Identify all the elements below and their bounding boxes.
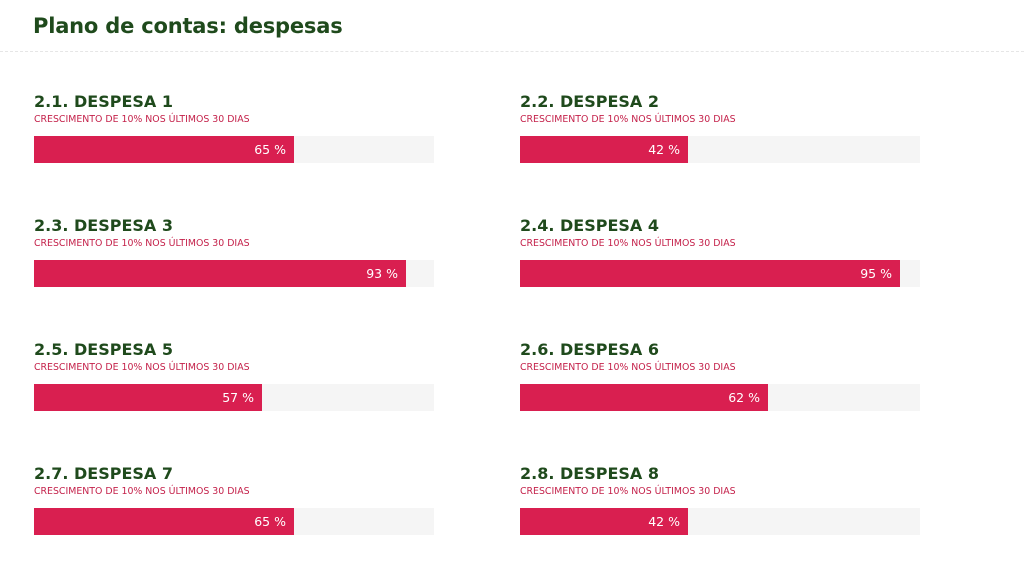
progress-track: 65 % [34, 508, 434, 535]
account-card-6: 2.6. DESPESA 6 CRESCIMENTO DE 10% NOS ÚL… [520, 340, 920, 416]
progress-fill: 57 % [34, 384, 262, 411]
progress-label: 93 % [366, 266, 398, 281]
account-title: 2.6. DESPESA 6 [520, 340, 659, 359]
progress-fill: 93 % [34, 260, 406, 287]
progress-track: 42 % [520, 508, 920, 535]
account-growth-note: CRESCIMENTO DE 10% NOS ÚLTIMOS 30 DIAS [34, 362, 250, 373]
progress-fill: 42 % [520, 508, 688, 535]
account-card-1: 2.1. DESPESA 1 CRESCIMENTO DE 10% NOS ÚL… [34, 92, 434, 168]
progress-fill: 65 % [34, 508, 294, 535]
account-card-3: 2.3. DESPESA 3 CRESCIMENTO DE 10% NOS ÚL… [34, 216, 434, 292]
progress-fill: 95 % [520, 260, 900, 287]
progress-track: 62 % [520, 384, 920, 411]
progress-track: 95 % [520, 260, 920, 287]
progress-track: 42 % [520, 136, 920, 163]
progress-track: 93 % [34, 260, 434, 287]
accounts-grid: 2.1. DESPESA 1 CRESCIMENTO DE 10% NOS ÚL… [34, 92, 920, 540]
progress-label: 95 % [860, 266, 892, 281]
account-growth-note: CRESCIMENTO DE 10% NOS ÚLTIMOS 30 DIAS [520, 486, 736, 497]
progress-label: 65 % [254, 514, 286, 529]
account-growth-note: CRESCIMENTO DE 10% NOS ÚLTIMOS 30 DIAS [520, 114, 736, 125]
progress-fill: 65 % [34, 136, 294, 163]
account-card-4: 2.4. DESPESA 4 CRESCIMENTO DE 10% NOS ÚL… [520, 216, 920, 292]
progress-label: 42 % [648, 514, 680, 529]
progress-label: 62 % [728, 390, 760, 405]
progress-fill: 42 % [520, 136, 688, 163]
progress-track: 57 % [34, 384, 434, 411]
account-title: 2.2. DESPESA 2 [520, 92, 659, 111]
progress-label: 57 % [222, 390, 254, 405]
account-title: 2.1. DESPESA 1 [34, 92, 173, 111]
progress-label: 65 % [254, 142, 286, 157]
account-growth-note: CRESCIMENTO DE 10% NOS ÚLTIMOS 30 DIAS [34, 114, 250, 125]
account-growth-note: CRESCIMENTO DE 10% NOS ÚLTIMOS 30 DIAS [34, 486, 250, 497]
account-card-7: 2.7. DESPESA 7 CRESCIMENTO DE 10% NOS ÚL… [34, 464, 434, 540]
account-title: 2.8. DESPESA 8 [520, 464, 659, 483]
account-growth-note: CRESCIMENTO DE 10% NOS ÚLTIMOS 30 DIAS [34, 238, 250, 249]
account-title: 2.7. DESPESA 7 [34, 464, 173, 483]
page-header: Plano de contas: despesas [0, 0, 1024, 52]
progress-track: 65 % [34, 136, 434, 163]
account-card-2: 2.2. DESPESA 2 CRESCIMENTO DE 10% NOS ÚL… [520, 92, 920, 168]
progress-label: 42 % [648, 142, 680, 157]
account-title: 2.5. DESPESA 5 [34, 340, 173, 359]
account-card-8: 2.8. DESPESA 8 CRESCIMENTO DE 10% NOS ÚL… [520, 464, 920, 540]
progress-fill: 62 % [520, 384, 768, 411]
account-title: 2.4. DESPESA 4 [520, 216, 659, 235]
account-title: 2.3. DESPESA 3 [34, 216, 173, 235]
account-growth-note: CRESCIMENTO DE 10% NOS ÚLTIMOS 30 DIAS [520, 238, 736, 249]
page-title: Plano de contas: despesas [33, 14, 343, 38]
account-growth-note: CRESCIMENTO DE 10% NOS ÚLTIMOS 30 DIAS [520, 362, 736, 373]
account-card-5: 2.5. DESPESA 5 CRESCIMENTO DE 10% NOS ÚL… [34, 340, 434, 416]
